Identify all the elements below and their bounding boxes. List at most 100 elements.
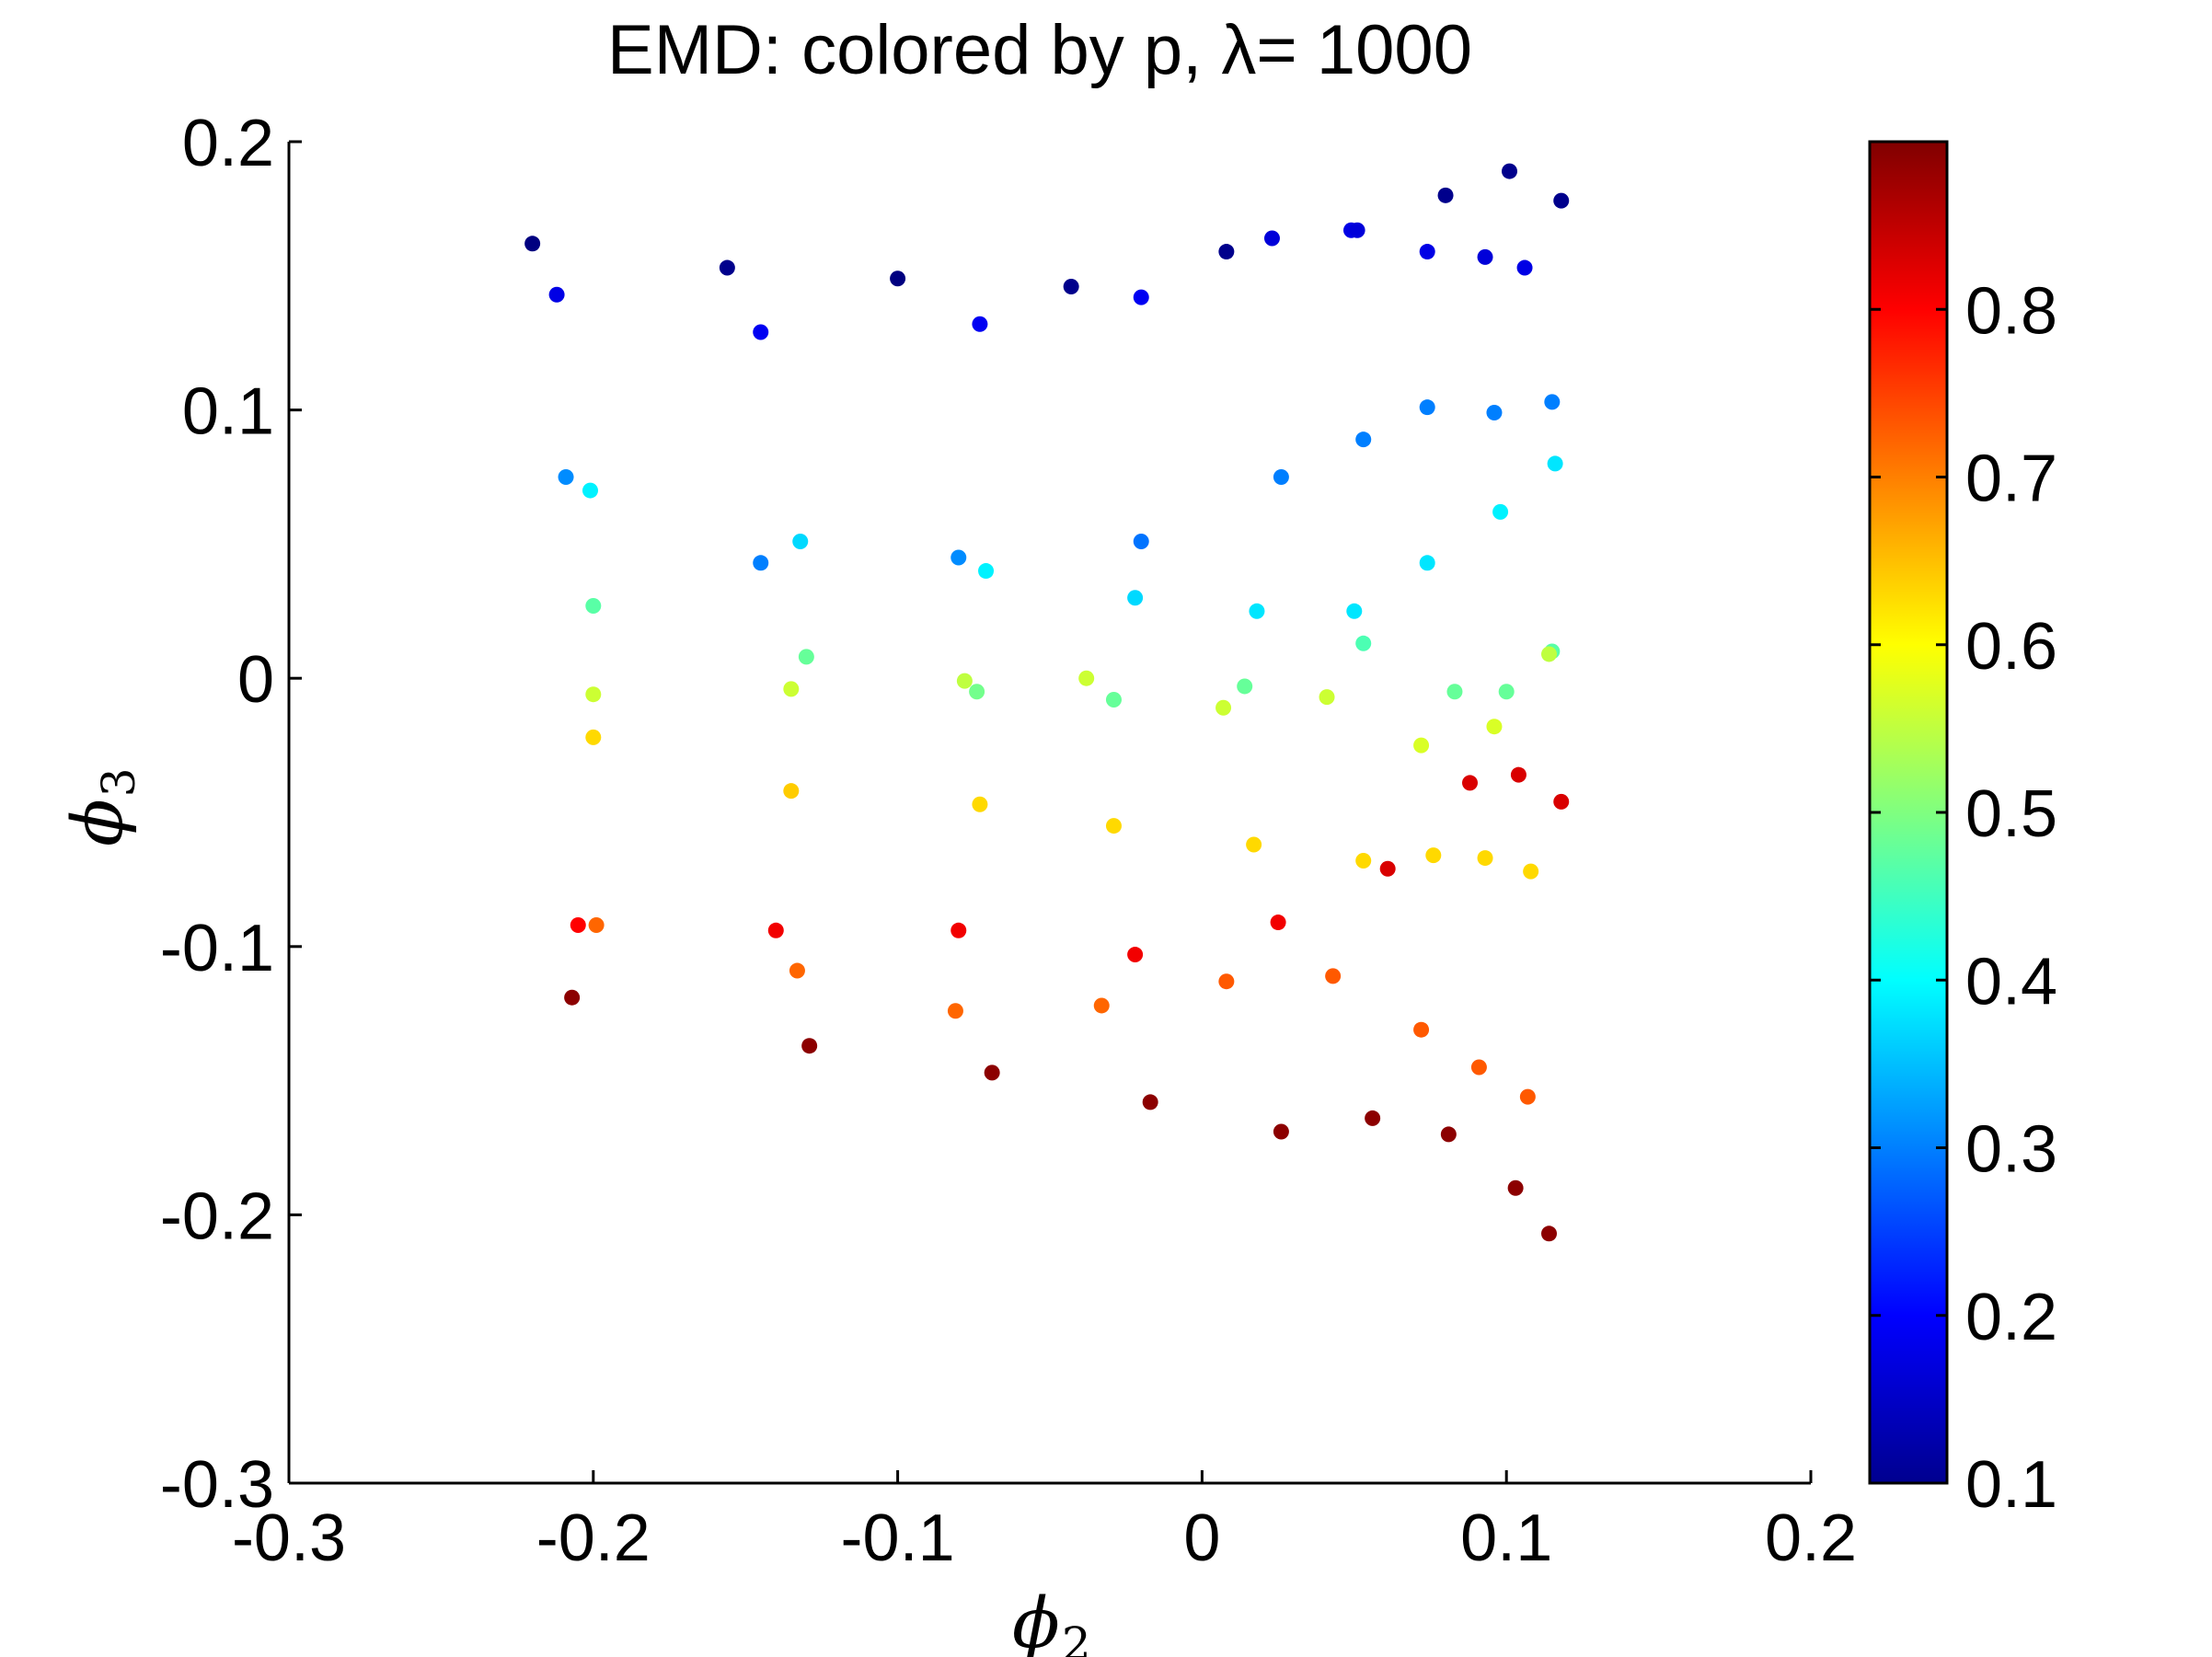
scatter-point xyxy=(1249,603,1265,619)
scatter-point xyxy=(1541,646,1558,662)
data-points xyxy=(524,163,1570,1242)
x-tick-label: 0.1 xyxy=(1460,1502,1552,1575)
colorbar-ticks: 0.1 0.2 0.3 0.4 0.5 0.6 0.7 0.8 xyxy=(1870,274,2057,1522)
scatter-point xyxy=(585,729,602,745)
scatter-point xyxy=(950,922,967,938)
y-tick-label: -0.1 xyxy=(160,912,274,985)
scatter-point xyxy=(956,673,973,689)
scatter-point xyxy=(1523,863,1539,880)
plot-area: -0.3 -0.2 -0.1 0 0.1 0.2 -0.3 -0.2 -0.1 0 0.1 0.2 xyxy=(160,107,1857,1575)
scatter-point xyxy=(1486,719,1503,735)
scatter-point xyxy=(947,1003,963,1019)
y-ticks: -0.3 -0.2 -0.1 0 0.1 0.2 xyxy=(160,107,302,1522)
scatter-point xyxy=(1246,836,1262,853)
colorbar-tick-label: 0.2 xyxy=(1965,1281,2057,1354)
y-axis-label: ϕ3 xyxy=(56,767,145,846)
scatter-point xyxy=(548,286,565,303)
scatter-point xyxy=(1355,635,1372,651)
y-tick-label: 0.1 xyxy=(182,375,274,449)
scatter-point xyxy=(1425,847,1442,864)
scatter-point xyxy=(1379,860,1396,877)
scatter-point xyxy=(1133,289,1149,305)
scatter-point xyxy=(1325,968,1342,984)
scatter-point xyxy=(1105,818,1122,834)
x-tick-label: 0 xyxy=(1183,1502,1220,1575)
x-tick-label: -0.1 xyxy=(841,1502,955,1575)
y-tick-label: -0.2 xyxy=(160,1179,274,1253)
scatter-point xyxy=(950,549,967,566)
scatter-point xyxy=(767,922,784,938)
scatter-point xyxy=(890,270,906,287)
scatter-point xyxy=(1446,684,1463,700)
x-tick-label: -0.2 xyxy=(536,1502,651,1575)
scatter-point xyxy=(1553,793,1570,810)
scatter-point xyxy=(792,533,809,549)
scatter-point xyxy=(1218,244,1235,260)
scatter-point xyxy=(1142,1094,1158,1110)
scatter-point xyxy=(1553,192,1570,209)
scatter-point xyxy=(753,555,769,571)
y-tick-label: -0.3 xyxy=(160,1448,274,1522)
scatter-point xyxy=(1365,1110,1381,1126)
scatter-point xyxy=(1516,259,1533,276)
scatter-point xyxy=(558,469,574,485)
scatter-point xyxy=(1544,394,1561,410)
x-ticks: -0.3 -0.2 -0.1 0 0.1 0.2 xyxy=(232,1470,1857,1575)
scatter-point xyxy=(1507,1179,1524,1196)
scatter-point xyxy=(1319,689,1335,706)
scatter-point xyxy=(1462,775,1479,791)
scatter-point xyxy=(753,324,769,340)
scatter-point xyxy=(588,916,605,933)
scatter-point xyxy=(1133,533,1149,549)
scatter-point xyxy=(564,989,581,1006)
chart-title: EMD: colored by p, λ= 1000 xyxy=(607,11,1472,89)
scatter-point xyxy=(978,563,995,580)
scatter-point xyxy=(1093,997,1110,1014)
scatter-point xyxy=(972,796,988,812)
scatter-point xyxy=(1215,699,1232,716)
scatter-point xyxy=(1063,278,1079,294)
scatter-point xyxy=(1127,947,1144,963)
scatter-point xyxy=(783,681,800,697)
scatter-point xyxy=(1273,469,1289,485)
scatter-point xyxy=(1510,766,1527,783)
y-tick-label: 0 xyxy=(237,643,274,717)
scatter-point xyxy=(1547,455,1563,472)
scatter-point xyxy=(1078,670,1095,686)
scatter-point xyxy=(783,783,800,800)
colorbar-gradient xyxy=(1868,140,1949,1485)
scatter-point xyxy=(1237,678,1253,695)
scatter-point xyxy=(1437,187,1454,203)
scatter-point xyxy=(801,1038,818,1054)
scatter-point xyxy=(1477,850,1493,867)
axes-box xyxy=(289,142,1811,1483)
scatter-point xyxy=(1492,503,1509,520)
scatter-point xyxy=(1349,222,1365,238)
scatter-point xyxy=(1413,1021,1430,1038)
scatter-point xyxy=(570,916,586,933)
scatter-point xyxy=(1218,973,1235,990)
scatter-point xyxy=(1440,1126,1457,1143)
scatter-point xyxy=(1541,1225,1558,1242)
scatter-point xyxy=(972,316,988,332)
scatter-point xyxy=(1502,163,1518,179)
colorbar: 0.1 0.2 0.3 0.4 0.5 0.6 0.7 0.8 xyxy=(1868,140,2057,1522)
x-axis-label: ϕ2 xyxy=(1012,1582,1091,1657)
scatter-point xyxy=(585,686,602,703)
scatter-point xyxy=(798,649,814,665)
scatter-point xyxy=(789,962,805,979)
y-tick-label: 0.2 xyxy=(182,107,274,180)
scatter-point xyxy=(1419,399,1435,416)
scatter-point xyxy=(582,482,598,499)
scatter-point xyxy=(1413,737,1430,754)
scatter-point xyxy=(1477,248,1493,265)
scatter-point xyxy=(1419,555,1435,571)
x-tick-label: -0.3 xyxy=(232,1502,346,1575)
scatter-point xyxy=(1346,603,1363,619)
scatter-point xyxy=(585,597,602,614)
scatter-point xyxy=(969,684,985,700)
colorbar-tick-label: 0.3 xyxy=(1965,1113,2057,1187)
scatter-point xyxy=(1419,244,1435,260)
scatter-point xyxy=(1498,684,1515,700)
scatter-point xyxy=(1470,1059,1487,1076)
